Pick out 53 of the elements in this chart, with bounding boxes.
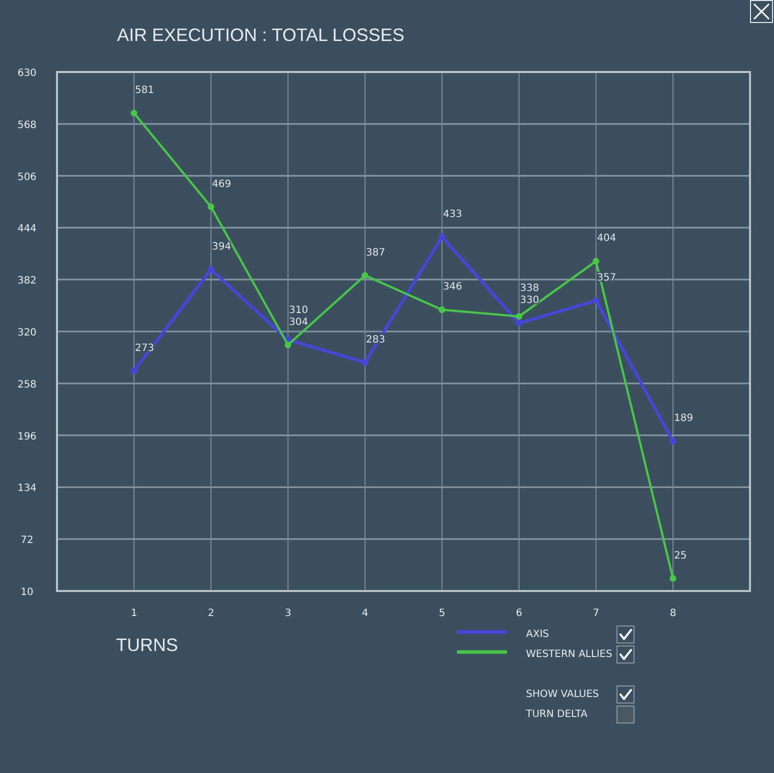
y-tick-label: 382 <box>17 276 37 287</box>
data-label: 387 <box>366 247 386 258</box>
y-tick-label: 320 <box>17 328 37 338</box>
x-axis-title: TURNS <box>116 635 178 655</box>
point <box>130 368 138 374</box>
point <box>362 359 368 366</box>
y-tick-label: 630 <box>17 68 37 79</box>
point <box>592 297 600 304</box>
point <box>362 272 368 279</box>
x-tick-label: 4 <box>362 608 368 619</box>
data-label: 338 <box>520 283 540 294</box>
y-tick-label: 134 <box>17 483 37 494</box>
chart-title: AIR EXECUTION : TOTAL LOSSES <box>117 25 404 45</box>
x-tick-label: 8 <box>670 608 676 619</box>
point <box>208 203 214 210</box>
point <box>670 438 676 444</box>
legend-label: WESTERN ALLIES <box>526 649 612 660</box>
data-label: 469 <box>212 178 232 190</box>
point <box>670 575 676 582</box>
data-label: 404 <box>597 233 616 244</box>
x-tick-label: 7 <box>592 608 600 619</box>
x-tick-label: 1 <box>130 608 138 619</box>
data-label: 433 <box>443 208 462 220</box>
point <box>516 313 522 320</box>
data-label: 346 <box>443 282 462 293</box>
y-tick-label: 568 <box>17 120 37 131</box>
text: SHOW VALUES <box>526 689 599 700</box>
point <box>438 234 446 240</box>
data-label: 394 <box>212 242 232 253</box>
y-tick-label: 444 <box>17 224 37 235</box>
data-label: 330 <box>520 295 540 306</box>
data-label: 189 <box>674 413 694 424</box>
data-label: 304 <box>289 316 308 328</box>
y-tick-label: 10 <box>20 587 34 598</box>
point <box>284 342 292 348</box>
point <box>516 320 522 326</box>
y-tick-label: 506 <box>17 172 37 183</box>
text: TURN DELTA <box>525 709 588 720</box>
y-tick-label: 72 <box>20 535 34 546</box>
x-tick-label: 5 <box>438 608 446 619</box>
y-tick-label: 196 <box>17 431 37 442</box>
x-tick-label: 2 <box>208 608 214 619</box>
point <box>208 266 214 273</box>
legend-label: AXIS <box>526 629 549 640</box>
point <box>130 110 138 116</box>
x-tick-label: 6 <box>516 608 522 619</box>
point <box>438 306 446 314</box>
data-label: 310 <box>289 304 308 316</box>
data-label: 25 <box>674 550 687 562</box>
data-label: 581 <box>135 85 154 96</box>
y-tick-label: 258 <box>17 379 37 390</box>
x-tick-label: 3 <box>284 608 292 619</box>
point <box>592 258 600 264</box>
